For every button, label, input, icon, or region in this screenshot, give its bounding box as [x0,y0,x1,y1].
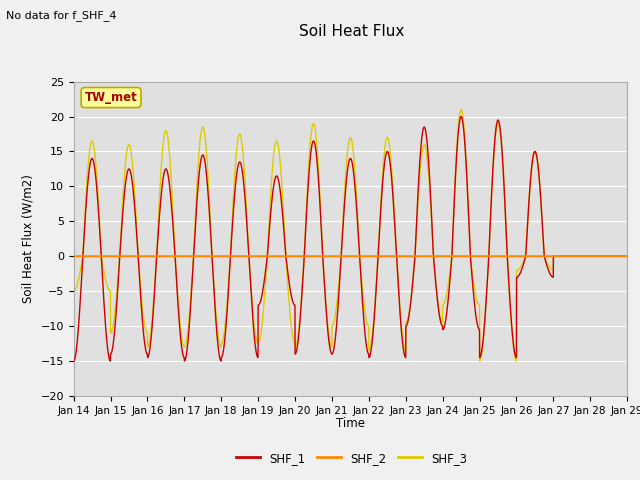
Legend: SHF_1, SHF_2, SHF_3: SHF_1, SHF_2, SHF_3 [232,447,472,469]
Text: TW_met: TW_met [84,91,138,104]
X-axis label: Time: Time [336,417,365,430]
Text: Soil Heat Flux: Soil Heat Flux [300,24,404,39]
Y-axis label: Soil Heat Flux (W/m2): Soil Heat Flux (W/m2) [22,174,35,303]
Text: No data for f_SHF_4: No data for f_SHF_4 [6,10,117,21]
